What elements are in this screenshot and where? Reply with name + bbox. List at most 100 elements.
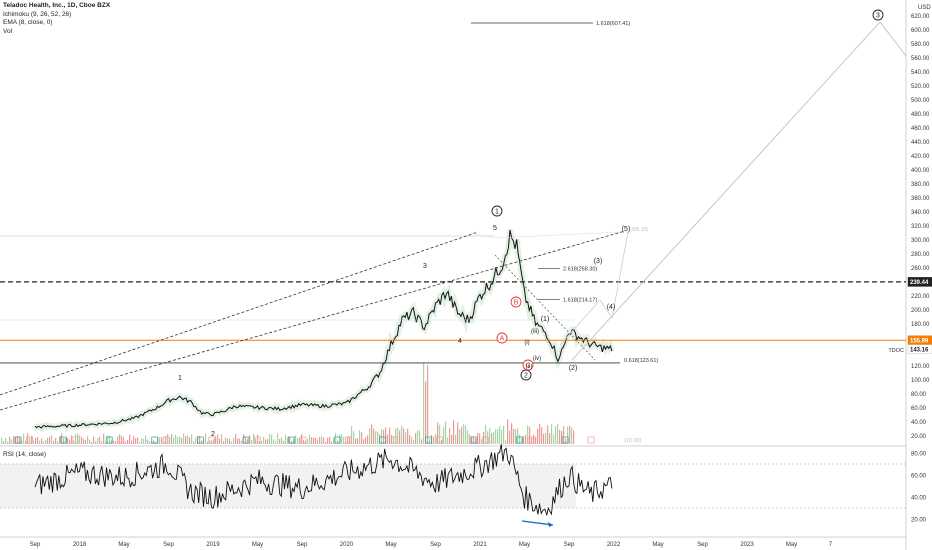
price-tick-label: 340.00 [911,210,930,216]
time-tick-label: Sep [430,542,441,548]
volume-bar [217,434,219,444]
price-tick-label: 100.00 [911,378,930,384]
volume-bar [545,432,547,444]
wave-C-circle [522,359,534,371]
volume-bar [63,438,65,444]
volume-bar [259,441,261,444]
volume-bar [343,436,345,444]
time-tick-label: 2019 [206,542,220,548]
volume-bar [19,436,21,444]
price-tick-label: 380.00 [911,182,930,188]
fib-1-faint-label: 1(0.00) [624,438,642,444]
volume-bar [95,441,97,444]
volume-bar [81,437,83,444]
volume-bar [321,436,323,444]
volume-bar [11,439,13,444]
price-badge-label: 143.16 [910,347,929,353]
volume-bar [237,438,239,444]
volume-bar [107,435,109,444]
volume-bar [79,435,81,444]
volume-bar [355,438,357,444]
volume-bar [285,434,287,444]
volume-bar [331,441,333,444]
volume-bar [455,434,457,444]
wave-circled-1: 1 [495,209,499,216]
earnings-event-marker [587,436,595,444]
volume-bar [333,438,335,444]
earnings-event-marker [470,436,478,444]
volume-bar [209,440,211,444]
volume-bar [471,436,473,444]
volume-bar [447,437,449,444]
volume-bar [133,436,135,444]
volume-bar [271,434,273,444]
trend-line-lower [0,230,626,411]
volume-bar [509,430,511,444]
earnings-event-marker [333,436,341,444]
volume-bar [405,432,407,444]
volume-bar [229,439,231,444]
trend-line-upper [0,231,479,396]
volume-bar [427,365,429,444]
volume-bar [97,437,99,444]
chart-title: Teladoc Health, Inc., 1D, Cboe BZX [3,2,111,9]
volume-bar [449,428,451,444]
volume-bar [437,422,439,444]
volume-bar [505,440,507,444]
wave-A: A [500,336,505,343]
volume-bar [265,439,267,444]
volume-bar [527,425,529,444]
time-tick-label: Sep [163,542,174,548]
volume-bar [223,441,225,444]
volume-bar [557,423,559,444]
volume-bar [417,430,419,444]
volume-bar [489,427,491,444]
volume-bar [147,439,149,444]
volume-bar [289,436,291,444]
volume-bar [113,440,115,444]
volume-bar [75,434,77,444]
volume-bar [125,441,127,444]
wave-A-circle [496,332,508,344]
volume-bar [53,440,55,444]
volume-bar [415,432,417,444]
price-tick-label: 20.00 [911,434,927,440]
volume-bar [261,440,263,444]
price-tick-label: 520.00 [911,84,930,90]
volume-bar [423,363,425,444]
volume-bar [499,426,501,444]
volume-bar [367,435,369,444]
channel-top-line [469,231,621,239]
time-tick-label: 2018 [73,542,87,548]
volume-bar [57,441,59,444]
volume-bar [93,436,95,444]
volume-bar [105,441,107,444]
volume-bar [351,426,353,444]
volume-bar [51,435,53,444]
projection-line-down [879,21,907,57]
volume-bar [119,434,121,444]
volume-bar [425,381,427,444]
volume-bar [325,441,327,444]
volume-bar [253,434,255,444]
earnings-event-marker [516,436,523,444]
volume-bar [251,439,253,444]
volume-bar [531,437,533,444]
volume-bar [519,434,521,444]
volume-bar [549,433,551,444]
volume-bar [569,425,571,444]
volume-bar [533,434,535,444]
rsi-tick-label: 20.00 [911,518,927,524]
volume-bar [29,438,31,444]
time-tick-label: 2020 [340,542,354,548]
volume-bar [299,438,301,444]
volume-bar [395,428,397,444]
volume-bar [179,436,181,444]
volume-bar [37,437,39,444]
rsi-tick-label: 80.00 [911,452,927,458]
volume-bar [411,437,413,444]
price-tick-label: 60.00 [911,406,927,412]
volume-bar [13,436,15,444]
volume-bar [361,432,363,444]
